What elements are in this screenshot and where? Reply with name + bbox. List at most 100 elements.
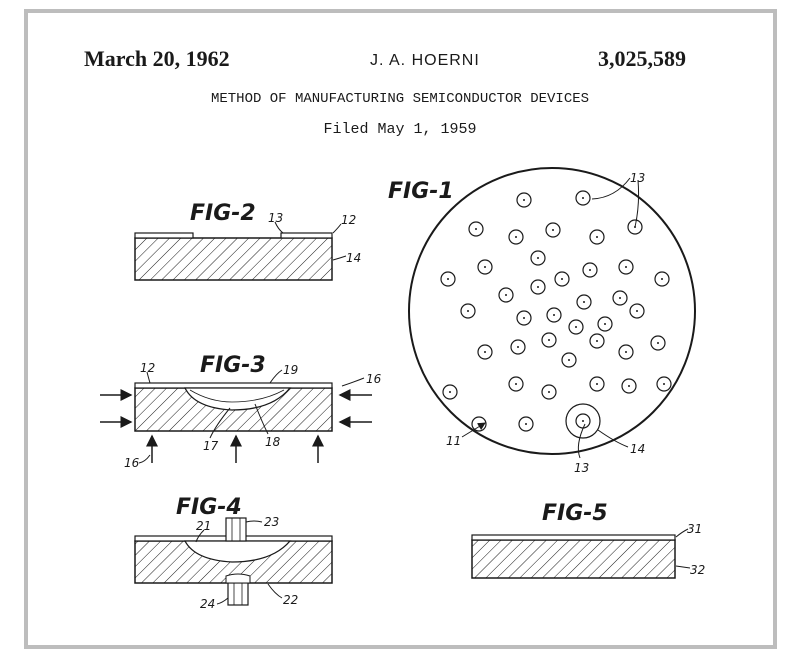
fig5-body	[471, 539, 676, 579]
diffusion-dot-center	[582, 197, 584, 199]
diffusion-dot-center	[575, 326, 577, 328]
fig5-label: FIG-5	[542, 501, 608, 526]
leader-fig2-14	[332, 255, 347, 261]
fig4-diffused-region	[183, 540, 292, 563]
leader-fig3-16-left	[138, 454, 151, 464]
ref-fig3-16-right: 16	[366, 372, 382, 386]
wafer-outline	[408, 167, 696, 455]
leader-14	[597, 429, 629, 448]
leader-13-bottom	[577, 423, 586, 459]
diffusion-dot-center	[475, 228, 477, 230]
ref-fig4-23: 23	[264, 515, 279, 529]
fig1: FIG-1 13 13 14 11	[388, 167, 696, 475]
ref-fig5-31: 31	[687, 522, 702, 536]
fig3-label: FIG-3	[200, 353, 266, 378]
fig2: FIG-2 13 12 14	[134, 201, 361, 281]
diffusion-dot-center	[525, 423, 527, 425]
ref-fig3-18: 18	[265, 435, 281, 449]
leader-fig2-13	[274, 221, 284, 234]
diffusion-dot-center	[589, 269, 591, 271]
inventor-name: J. A. HOERNI	[370, 52, 480, 69]
leader-fig4-21	[195, 529, 205, 543]
diffusion-dot-center	[583, 301, 585, 303]
diffusion-dot-center	[604, 323, 606, 325]
diffusion-dot-center	[515, 236, 517, 238]
ref-fig2-12: 12	[341, 213, 356, 227]
ref-11-wafer: 11	[446, 434, 461, 448]
leader-fig5-32	[675, 565, 691, 569]
diffusion-dot-center	[553, 314, 555, 316]
fig2-body	[134, 237, 333, 281]
ref-fig3-19: 19	[283, 363, 298, 377]
ref-fig5-32: 32	[690, 563, 705, 577]
ref-fig3-16-left: 16	[124, 456, 140, 470]
diffusion-dot-center	[568, 359, 570, 361]
fig5: FIG-5 31 32	[471, 501, 705, 579]
diffusion-dot-center	[523, 199, 525, 201]
ref-fig2-13: 13	[268, 211, 283, 225]
leader-fig2-12	[332, 223, 342, 234]
fig4: FIG-4 21 23 24 22	[134, 495, 333, 611]
diffusion-dot-center	[517, 346, 519, 348]
ref-fig4-24: 24	[200, 597, 215, 611]
leader-fig5-31	[675, 528, 689, 538]
diffusion-dot-center	[657, 342, 659, 344]
fig3-region-inner	[189, 389, 285, 403]
fig5-oxide	[471, 534, 676, 541]
fig2-oxide-right	[280, 232, 333, 239]
diffusion-dot-center	[628, 385, 630, 387]
leader-fig3-19	[269, 369, 283, 384]
fig4-label: FIG-4	[176, 495, 242, 520]
wafer-dots	[440, 190, 672, 432]
fig3: FIG-3 12 19 16 16 17 18	[100, 353, 382, 470]
diffusion-dot-center	[596, 236, 598, 238]
diffusion-dot-center	[636, 310, 638, 312]
ref-fig3-12: 12	[140, 361, 155, 375]
ref-14-ring: 14	[630, 442, 645, 456]
ref-fig4-22: 22	[283, 593, 298, 607]
diffusion-dot-center	[484, 351, 486, 353]
leader-fig4-23	[245, 520, 263, 523]
diffusion-dot-center	[661, 278, 663, 280]
diffusion-dot-center	[484, 266, 486, 268]
diffusion-dot-center	[582, 420, 584, 422]
patent-date: March 20, 1962	[84, 46, 230, 71]
fig4-top-lead	[225, 517, 247, 542]
leader-11	[461, 422, 486, 438]
leader-13-top	[591, 177, 631, 200]
fig4-bottom-contact	[225, 573, 251, 584]
diffusion-dot-center	[537, 286, 539, 288]
diffusion-dot-center	[548, 391, 550, 393]
diffusion-dot-center	[515, 383, 517, 385]
diffusion-dot-center	[548, 339, 550, 341]
leader-fig4-22	[267, 583, 283, 599]
ref-fig3-17: 17	[203, 439, 219, 453]
diffusion-dot-center	[505, 294, 507, 296]
fig3-oxide	[134, 382, 333, 389]
diffusion-dot-center	[467, 310, 469, 312]
fig2-label: FIG-2	[190, 201, 256, 226]
leader-fig3-12	[146, 371, 151, 384]
fig4-bottom-lead	[227, 582, 249, 606]
diffusion-dot-center	[449, 391, 451, 393]
diffusion-dot-center	[523, 317, 525, 319]
diffusion-dot-center	[625, 266, 627, 268]
filed-date: Filed May 1, 1959	[323, 121, 477, 138]
leader-13-top-b	[634, 179, 640, 228]
diffusion-dot-center	[478, 423, 480, 425]
diffusion-dot-center	[447, 278, 449, 280]
diffusion-dot-center	[663, 383, 665, 385]
fig2-oxide-left	[134, 232, 194, 239]
diffusion-dot-center	[619, 297, 621, 299]
ref-13-top: 13	[630, 171, 645, 185]
leader-fig3-17	[209, 407, 231, 439]
leader-fig4-24	[216, 597, 229, 605]
ref-13-bottom: 13	[574, 461, 589, 475]
patent-title: METHOD OF MANUFACTURING SEMICONDUCTOR DE…	[210, 91, 590, 107]
leader-fig3-18	[254, 403, 269, 435]
ref-fig4-21: 21	[196, 519, 211, 533]
patent-number: 3,025,589	[598, 46, 686, 71]
fig1-label: FIG-1	[388, 179, 454, 204]
ref-fig2-14: 14	[346, 251, 361, 265]
